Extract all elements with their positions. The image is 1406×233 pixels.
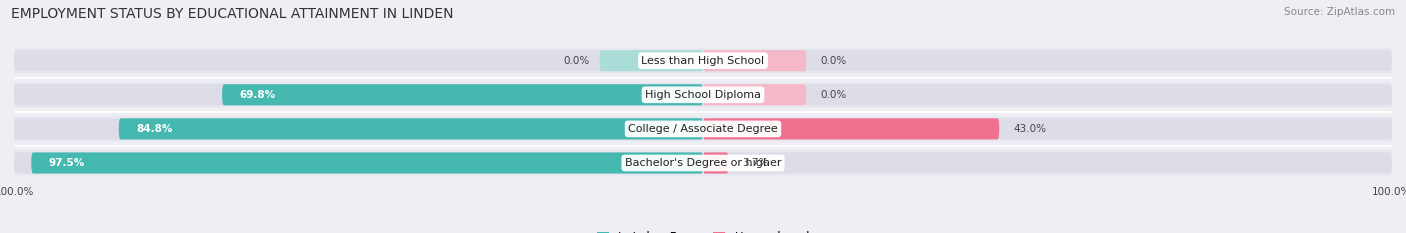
Text: EMPLOYMENT STATUS BY EDUCATIONAL ATTAINMENT IN LINDEN: EMPLOYMENT STATUS BY EDUCATIONAL ATTAINM… xyxy=(11,7,454,21)
FancyBboxPatch shape xyxy=(11,116,1395,141)
FancyBboxPatch shape xyxy=(222,84,703,105)
Text: 0.0%: 0.0% xyxy=(562,56,589,66)
Text: 43.0%: 43.0% xyxy=(1012,124,1046,134)
Text: College / Associate Degree: College / Associate Degree xyxy=(628,124,778,134)
FancyBboxPatch shape xyxy=(14,84,1392,105)
FancyBboxPatch shape xyxy=(703,152,728,174)
Text: 97.5%: 97.5% xyxy=(48,158,84,168)
FancyBboxPatch shape xyxy=(11,82,1395,107)
FancyBboxPatch shape xyxy=(14,152,1392,174)
FancyBboxPatch shape xyxy=(703,84,807,105)
FancyBboxPatch shape xyxy=(11,48,1395,73)
Text: Less than High School: Less than High School xyxy=(641,56,765,66)
Text: 0.0%: 0.0% xyxy=(820,56,846,66)
FancyBboxPatch shape xyxy=(11,150,1395,176)
FancyBboxPatch shape xyxy=(599,50,703,71)
FancyBboxPatch shape xyxy=(703,118,1000,140)
FancyBboxPatch shape xyxy=(703,50,807,71)
Text: 84.8%: 84.8% xyxy=(136,124,173,134)
Text: 3.7%: 3.7% xyxy=(742,158,769,168)
FancyBboxPatch shape xyxy=(14,50,1392,71)
Text: Bachelor's Degree or higher: Bachelor's Degree or higher xyxy=(624,158,782,168)
FancyBboxPatch shape xyxy=(31,152,703,174)
Legend: In Labor Force, Unemployed: In Labor Force, Unemployed xyxy=(592,226,814,233)
Text: 0.0%: 0.0% xyxy=(820,90,846,100)
Text: Source: ZipAtlas.com: Source: ZipAtlas.com xyxy=(1284,7,1395,17)
FancyBboxPatch shape xyxy=(14,118,1392,140)
Text: High School Diploma: High School Diploma xyxy=(645,90,761,100)
Text: 69.8%: 69.8% xyxy=(239,90,276,100)
FancyBboxPatch shape xyxy=(118,118,703,140)
